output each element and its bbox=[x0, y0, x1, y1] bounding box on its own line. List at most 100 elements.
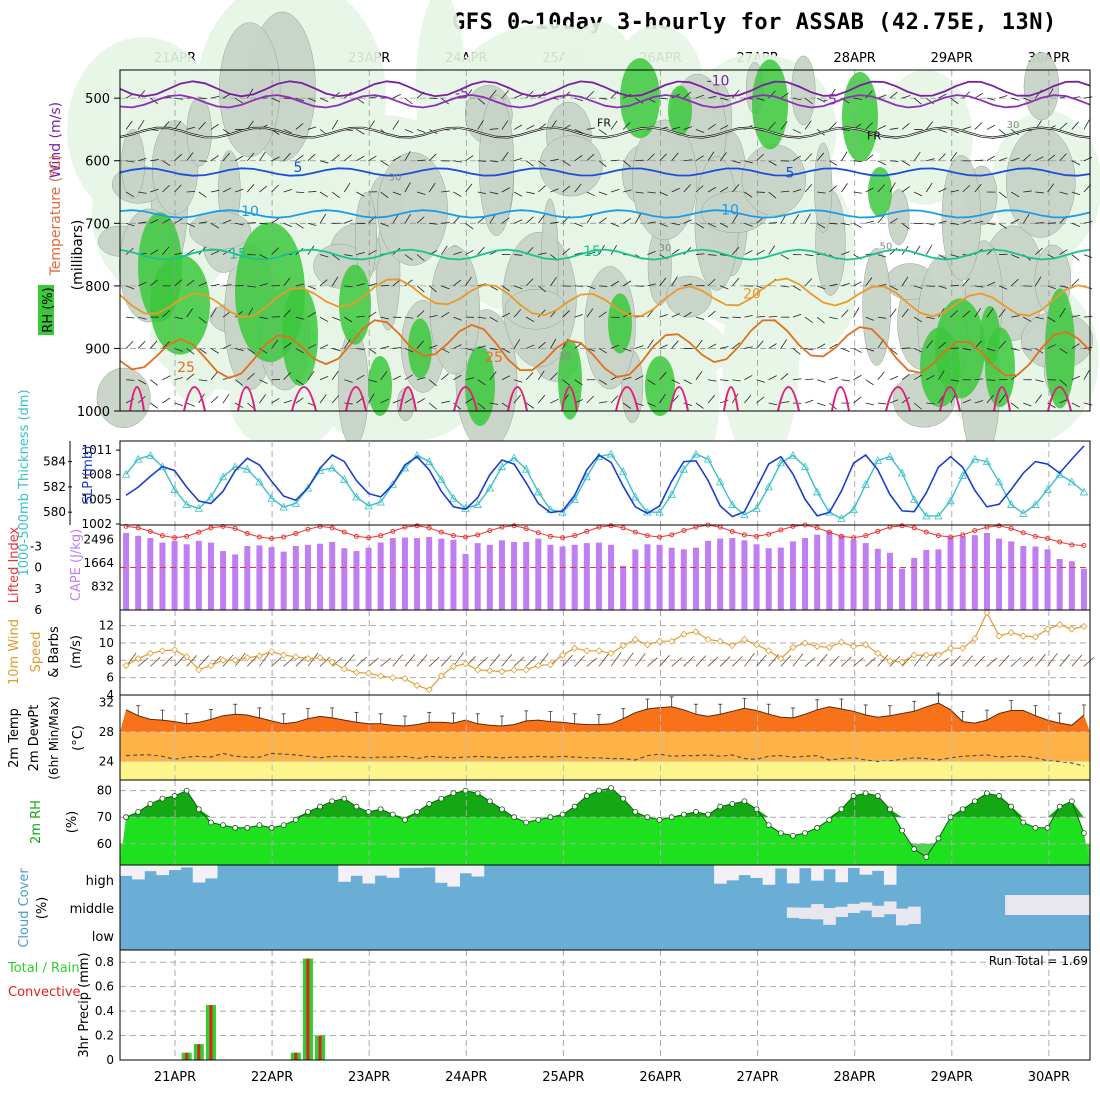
cape-bar bbox=[426, 536, 433, 610]
thickness-point bbox=[691, 449, 701, 458]
cape-bar bbox=[353, 551, 360, 610]
wind-barb bbox=[525, 278, 534, 287]
rh-point bbox=[147, 801, 154, 807]
rh-axis-label: RH (%) bbox=[41, 287, 56, 332]
wind-speed-point bbox=[655, 637, 664, 645]
mid-cloud-gap bbox=[1017, 895, 1030, 915]
wind-barb bbox=[234, 310, 243, 318]
contour-label: -5 bbox=[455, 86, 469, 102]
wind-barb bbox=[707, 123, 716, 130]
wind-barb bbox=[889, 160, 899, 162]
wind-barb bbox=[404, 348, 414, 353]
wind-barb bbox=[962, 185, 971, 193]
wind-barb bbox=[1011, 348, 1020, 351]
rh-point bbox=[438, 795, 445, 802]
wind-barb bbox=[174, 120, 182, 130]
wind-barb bbox=[319, 279, 328, 287]
wind-barb bbox=[659, 277, 667, 287]
temp-unit-label: (°C) bbox=[71, 725, 86, 751]
wind-barb bbox=[465, 276, 472, 287]
wind-barb bbox=[138, 221, 147, 224]
wind-barb bbox=[901, 373, 910, 381]
wind-barb bbox=[150, 159, 159, 162]
cape-bar bbox=[486, 544, 493, 610]
wind-barb bbox=[222, 219, 232, 224]
temp-band-low bbox=[120, 761, 1090, 780]
thickness-point bbox=[922, 511, 931, 520]
high-cloud-gap bbox=[726, 865, 739, 881]
wind-barb bbox=[986, 308, 994, 318]
pressure-frame bbox=[119, 440, 1091, 526]
wind-speed-point bbox=[267, 648, 276, 656]
wind-barb bbox=[1035, 247, 1043, 255]
wind-barb bbox=[538, 185, 546, 193]
surface-wind-barb bbox=[829, 655, 840, 667]
wind-barb bbox=[889, 399, 899, 404]
wind-speed-point bbox=[498, 668, 506, 676]
surface-wind-barb bbox=[319, 656, 331, 667]
wind-barb bbox=[889, 348, 898, 355]
rh-point bbox=[887, 806, 893, 813]
surface-contour bbox=[453, 386, 478, 412]
bottom-date-label: 27APR bbox=[736, 1070, 778, 1085]
lifted-index-point bbox=[681, 528, 687, 534]
temperature-contour bbox=[119, 94, 1091, 109]
wind-barb bbox=[889, 218, 898, 224]
thickness-tick-label: 584 bbox=[43, 455, 66, 469]
thickness-tick-label: 580 bbox=[43, 505, 66, 519]
wind-barb bbox=[453, 191, 462, 197]
lifted-index-point bbox=[220, 523, 226, 529]
cape-bar bbox=[207, 542, 214, 610]
wind-barb bbox=[634, 213, 642, 224]
rh-point bbox=[971, 798, 978, 805]
wind-speed-point bbox=[280, 651, 288, 659]
thickness-point bbox=[703, 454, 713, 463]
wind-barb bbox=[744, 191, 753, 198]
wind-barb bbox=[853, 281, 862, 287]
wind-barb bbox=[356, 155, 365, 162]
surface-wind-barb bbox=[404, 654, 416, 667]
contour-label: 25 bbox=[177, 360, 195, 376]
wind-barb bbox=[186, 152, 194, 161]
rh-point bbox=[171, 793, 178, 799]
rh-point bbox=[874, 793, 881, 799]
mid-cloud-gap bbox=[1077, 895, 1091, 915]
wind-barb bbox=[829, 316, 838, 320]
surface-wind-barb bbox=[1071, 654, 1083, 667]
wind-barb bbox=[562, 248, 571, 255]
wind-barb bbox=[804, 278, 813, 287]
wind-barb bbox=[623, 189, 632, 193]
wind-barb bbox=[889, 308, 897, 318]
wind-barb bbox=[477, 216, 486, 224]
wind-barb bbox=[707, 278, 716, 287]
temp-band-mid bbox=[120, 731, 1090, 762]
thickness-point bbox=[328, 463, 337, 472]
wind-barb bbox=[513, 191, 523, 197]
temperature-axis-label: Temperature (°C) bbox=[48, 155, 64, 277]
wind-speed-point bbox=[886, 657, 894, 665]
wind-barb bbox=[914, 191, 923, 197]
contour-label: 15 bbox=[229, 246, 247, 262]
wind-barb bbox=[720, 316, 729, 319]
wind-barb bbox=[271, 184, 279, 193]
wind-speed-point bbox=[1080, 622, 1088, 631]
thickness-point bbox=[364, 501, 373, 510]
wind-speed-point bbox=[389, 674, 397, 682]
wind-barb bbox=[259, 394, 266, 404]
contour-label: 5 bbox=[294, 160, 303, 176]
surface-wind-barb bbox=[307, 652, 319, 667]
high-cloud-gap bbox=[471, 865, 485, 877]
wind-speed-point bbox=[534, 661, 542, 670]
wind-barb bbox=[404, 316, 414, 319]
surface-wind-barb bbox=[683, 655, 695, 667]
wind-barb bbox=[562, 379, 571, 386]
wind-barb bbox=[525, 160, 534, 167]
wind-barb bbox=[186, 402, 195, 407]
cape-bar bbox=[1008, 541, 1015, 610]
rh-point bbox=[802, 830, 808, 837]
wind-barb bbox=[343, 182, 351, 193]
cape-bar bbox=[559, 546, 566, 610]
high-cloud-gap bbox=[156, 865, 169, 876]
wind-barb bbox=[853, 374, 862, 381]
surface-contour bbox=[723, 386, 739, 412]
